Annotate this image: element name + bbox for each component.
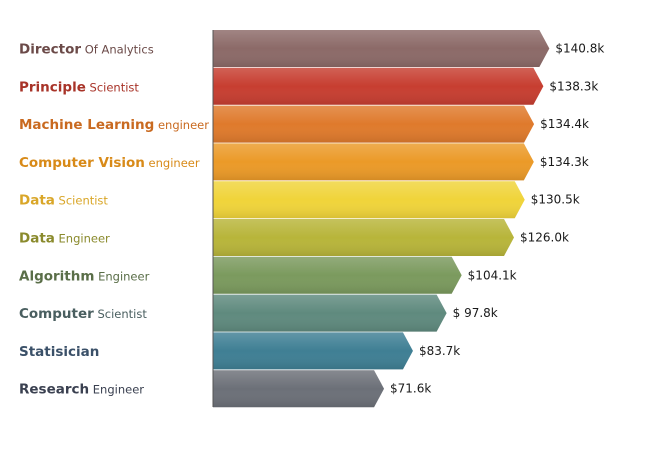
category-label-bold-part: Data bbox=[19, 231, 55, 247]
value-label-10: $71.6k bbox=[390, 382, 431, 396]
category-label-bold-part: Computer bbox=[19, 306, 94, 322]
category-label-bold-part: Principle bbox=[19, 79, 86, 95]
bar-sheen-8 bbox=[213, 294, 447, 332]
category-label-bold-part: Computer Vision bbox=[19, 155, 145, 171]
category-label-rest-part: Engineer bbox=[94, 269, 149, 283]
category-label-rest-part: Engineer bbox=[55, 232, 110, 246]
category-label-2: Principle Scientist bbox=[19, 79, 139, 95]
bar-sheen-2 bbox=[213, 67, 544, 105]
category-label-rest-part: Scientist bbox=[86, 80, 140, 94]
value-label-3: $134.4k bbox=[540, 117, 589, 131]
category-labels-group: Director Of Analytics Principle Scientist… bbox=[19, 42, 209, 398]
category-label-3: Machine Learning engineer bbox=[19, 117, 209, 133]
bar-sheen-6 bbox=[213, 219, 514, 256]
category-label-bold-part: Data bbox=[19, 193, 55, 209]
category-label-bold-part: Director bbox=[19, 42, 81, 58]
category-label-9: Statisician bbox=[19, 344, 99, 360]
category-label-rest-part: Scientist bbox=[55, 194, 109, 208]
category-label-rest-part: Engineer bbox=[89, 383, 144, 397]
category-label-bold-part: Statisician bbox=[19, 344, 99, 360]
category-label-7: Algorithm Engineer bbox=[19, 268, 150, 284]
value-label-9: $83.7k bbox=[419, 344, 460, 358]
value-label-7: $104.1k bbox=[468, 268, 517, 282]
bars-group bbox=[213, 30, 550, 408]
category-label-bold-part: Machine Learning bbox=[19, 117, 154, 133]
value-label-2: $138.3k bbox=[549, 79, 598, 93]
value-labels-group: $140.8k $138.3k $134.4k $134.3k $130.5k $126.… bbox=[390, 42, 604, 396]
bar-sheen-5 bbox=[213, 181, 525, 219]
category-label-bold-part: Research bbox=[19, 382, 89, 398]
bar-sheen-7 bbox=[213, 256, 462, 294]
value-label-8: $ 97.8k bbox=[453, 306, 498, 320]
value-label-6: $126.0k bbox=[520, 231, 569, 245]
bar-sheen-9 bbox=[213, 332, 413, 370]
value-label-1: $140.8k bbox=[555, 42, 604, 56]
bar-sheen-4 bbox=[213, 143, 534, 181]
category-label-6: Data Engineer bbox=[19, 231, 110, 247]
category-label-8: Computer Scientist bbox=[19, 306, 147, 322]
category-label-rest-part: Scientist bbox=[94, 307, 148, 321]
bar-sheen-10 bbox=[213, 370, 385, 408]
category-label-rest-part: Of Analytics bbox=[81, 43, 154, 57]
category-label-rest-part: engineer bbox=[145, 156, 200, 170]
category-label-1: Director Of Analytics bbox=[19, 42, 154, 58]
bar-sheen-3 bbox=[213, 105, 535, 143]
value-label-5: $130.5k bbox=[531, 193, 580, 207]
category-label-rest-part: engineer bbox=[154, 118, 209, 132]
bar-sheen-1 bbox=[213, 30, 550, 67]
value-label-4: $134.3k bbox=[540, 155, 589, 169]
category-label-10: Research Engineer bbox=[19, 382, 144, 398]
category-label-5: Data Scientist bbox=[19, 193, 108, 209]
category-label-bold-part: Algorithm bbox=[19, 268, 94, 284]
category-label-4: Computer Vision engineer bbox=[19, 155, 200, 171]
